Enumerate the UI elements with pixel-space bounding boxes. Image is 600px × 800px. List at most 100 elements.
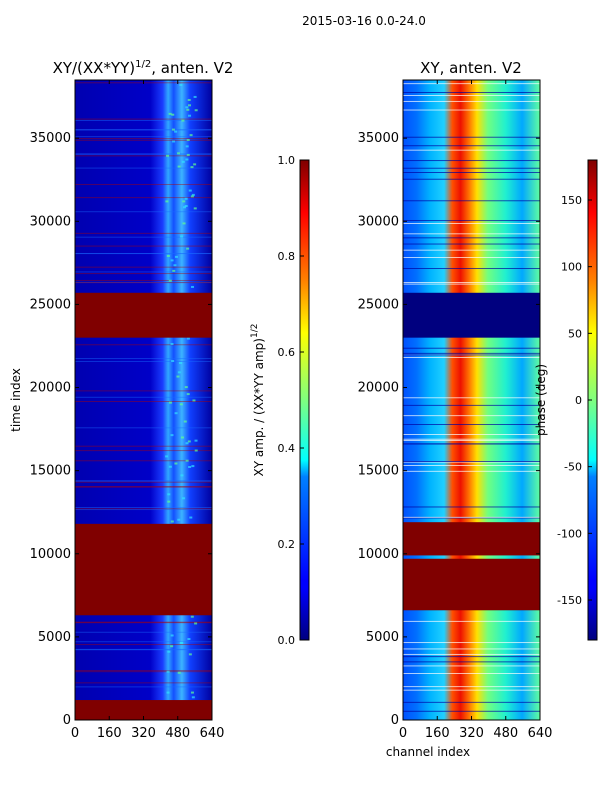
left-speckle: [179, 641, 183, 644]
right-streak: [403, 243, 540, 245]
left-speckle: [194, 449, 198, 452]
right-streak: [403, 145, 540, 147]
left-y-tick-label: 5000: [38, 630, 71, 645]
right-streak: [403, 237, 540, 239]
left-speckle: [183, 420, 187, 423]
left-speckle: [171, 360, 175, 363]
left-speckle: [186, 138, 190, 141]
right-streak: [403, 673, 540, 674]
right-x-tick-label: 160: [425, 726, 450, 741]
right-streak: [403, 438, 540, 440]
left-speckle: [170, 634, 174, 637]
left-speckle: [177, 165, 181, 168]
left-speckle: [168, 465, 172, 468]
left-speckle: [165, 200, 169, 203]
right-flagged-row-band: [403, 522, 540, 556]
right-streak: [403, 357, 540, 358]
left-streak: [75, 266, 212, 268]
left-speckle: [166, 670, 170, 673]
left-speckle: [185, 459, 189, 462]
left-speckle: [174, 255, 178, 258]
left-speckle: [172, 269, 176, 272]
left-colorbar-ticks: 0.0 0.2 0.4 0.6 0.8 1.0: [278, 154, 304, 647]
right-streak: [403, 95, 540, 96]
left-y-tick-label: 30000: [30, 214, 71, 229]
left-streak: [75, 129, 212, 130]
right-streak: [403, 710, 540, 712]
left-speckle: [170, 520, 174, 523]
left-flagged-row-band: [75, 700, 212, 720]
left-speckle: [194, 622, 198, 625]
left-streak: [75, 155, 212, 157]
right-streak: [403, 415, 540, 417]
left-speckle: [182, 206, 186, 209]
left-speckle: [171, 128, 175, 131]
right-streak: [403, 92, 540, 93]
left-speckle: [192, 399, 196, 402]
right-colorbar-tick-label: 0: [575, 394, 582, 407]
left-colorbar-tick-label: 0.6: [278, 346, 296, 359]
right-flagged-row-band: [403, 558, 540, 611]
right-streak: [403, 653, 540, 655]
right-streak: [403, 686, 540, 688]
right-x-tick-label: 0: [399, 726, 407, 741]
left-panel: XY/(XX*YY)1/2, anten. V2 0 160 320 480 640 0…: [9, 59, 233, 741]
left-colorbar-tick-label: 0.0: [278, 634, 296, 647]
right-flagged-row-band: [403, 292, 540, 338]
left-speckle: [179, 83, 183, 86]
left-speckle: [194, 439, 198, 442]
left-speckle: [179, 403, 183, 406]
left-speckle: [189, 516, 193, 519]
left-speckle: [187, 440, 191, 443]
left-streak: [75, 641, 212, 643]
left-streak: [75, 622, 212, 624]
left-streak: [75, 621, 212, 623]
right-colorbar-tick-label: 150: [561, 194, 582, 207]
left-speckle: [185, 158, 189, 161]
right-streak: [403, 404, 540, 406]
right-colorbar-tick-label: -50: [564, 461, 582, 474]
right-streak: [403, 470, 540, 472]
left-speckle: [167, 500, 171, 503]
right-streak: [403, 465, 540, 466]
right-x-axis: 0 160 320 480 640: [399, 80, 552, 741]
left-streak: [75, 486, 212, 488]
left-streak: [75, 509, 212, 511]
left-streak: [75, 671, 212, 673]
left-flagged-rows: [75, 292, 212, 720]
right-streak: [403, 200, 540, 202]
left-speckle: [180, 235, 184, 238]
left-y-tick-label: 10000: [30, 547, 71, 562]
right-y-tick-label: 30000: [358, 214, 399, 229]
right-streak: [403, 517, 540, 519]
left-speckle: [188, 114, 192, 117]
right-streak: [403, 648, 540, 650]
left-x-axis: 0 160 320 480 640: [71, 80, 224, 741]
left-speckle: [168, 279, 172, 282]
right-colorbar-tick-label: 50: [568, 327, 582, 340]
left-streak: [75, 184, 212, 186]
right-streak: [403, 443, 540, 445]
left-colorbar-bar: [299, 159, 310, 641]
right-streak: [403, 440, 540, 441]
right-heatmap-background: [403, 80, 540, 720]
left-colorbar: 0.0 0.2 0.4 0.6 0.8 1.0 XY amp. / (XX*YY amp)…: [250, 154, 310, 647]
left-streak: [75, 481, 212, 483]
right-panel-title: XY, anten. V2: [420, 59, 522, 77]
left-speckle: [185, 145, 189, 148]
right-streak: [403, 352, 540, 354]
right-streak: [403, 167, 540, 169]
right-streak: [403, 249, 540, 251]
left-speckle: [186, 108, 190, 111]
left-streak: [75, 631, 212, 633]
left-heatmap: [75, 80, 212, 720]
right-streak: [403, 665, 540, 667]
right-y-tick-label: 10000: [358, 547, 399, 562]
left-colorbar-tick-label: 0.4: [278, 442, 296, 455]
left-streak: [75, 211, 212, 213]
left-colorbar-label: XY amp. / (XX*YY amp)1/2: [250, 324, 266, 477]
left-streak: [75, 245, 212, 247]
left-streak: [75, 271, 212, 273]
left-speckle: [186, 247, 190, 250]
